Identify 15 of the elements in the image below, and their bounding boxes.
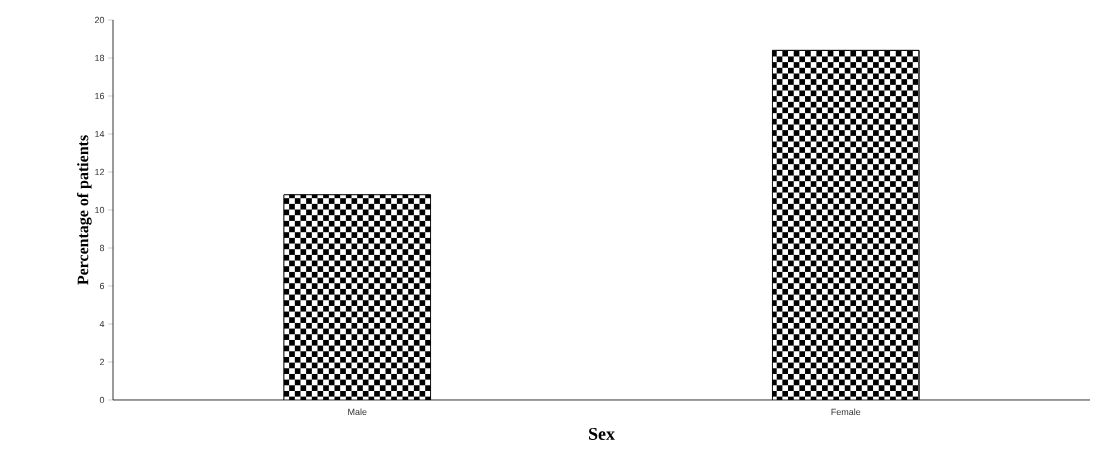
y-tick-label: 16 xyxy=(95,92,105,100)
y-tick-label: 2 xyxy=(99,358,105,366)
y-tick-label: 6 xyxy=(99,282,105,290)
y-tick-label: 0 xyxy=(99,396,105,404)
y-tick-label: 4 xyxy=(99,320,105,328)
y-tick-label: 8 xyxy=(99,244,105,252)
y-tick-label: 20 xyxy=(94,16,105,24)
y-tick-label: 14 xyxy=(95,130,105,138)
x-tick-label: Female xyxy=(831,408,861,416)
x-tick-label: Male xyxy=(348,408,367,416)
x-axis-title: Sex xyxy=(589,427,615,440)
y-tick-label: 18 xyxy=(95,54,105,62)
y-tick-label: 12 xyxy=(95,168,105,176)
y-tick-label: 10 xyxy=(95,206,105,214)
y-axis-title: Percentage of patients xyxy=(76,135,92,285)
